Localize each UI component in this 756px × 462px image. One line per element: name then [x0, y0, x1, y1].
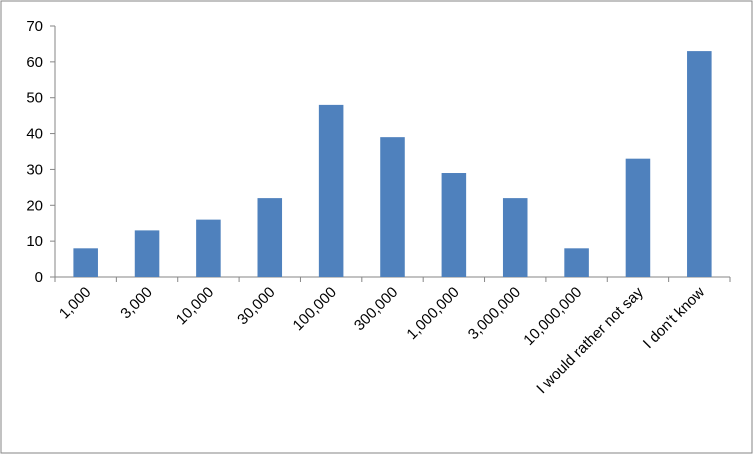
- bar: [687, 51, 712, 277]
- y-tick-label: 30: [26, 161, 43, 178]
- y-tick-label: 50: [26, 90, 43, 107]
- y-tick-label: 20: [26, 197, 43, 214]
- bar: [380, 137, 405, 277]
- y-tick-label: 40: [26, 126, 43, 143]
- bar: [73, 248, 98, 277]
- y-tick-label: 10: [26, 233, 43, 250]
- bar: [502, 198, 528, 277]
- y-tick-label: 60: [26, 54, 43, 71]
- bar: [134, 230, 160, 277]
- y-tick-label: 0: [35, 269, 43, 286]
- bar: [625, 158, 651, 277]
- y-tick-label: 70: [26, 18, 43, 35]
- bar: [318, 104, 344, 277]
- bar: [196, 219, 221, 277]
- bar: [564, 248, 589, 277]
- bar: [257, 198, 283, 277]
- bar: [441, 173, 467, 277]
